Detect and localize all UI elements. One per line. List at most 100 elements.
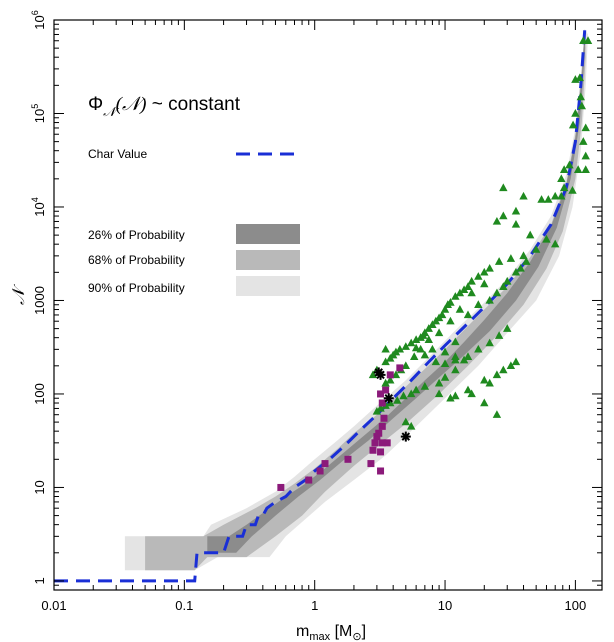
triangle-point: [531, 245, 541, 253]
triangle-point: [583, 36, 593, 44]
triangle-point: [381, 378, 390, 387]
triangle-point: [446, 316, 455, 325]
triangle-point: [467, 276, 476, 285]
triangle-point: [386, 398, 395, 407]
triangle-point: [372, 406, 382, 415]
triangle-point: [440, 359, 450, 368]
svg-text:Φ𝒩(𝒩) ~ constant: Φ𝒩(𝒩) ~ constant: [88, 94, 241, 119]
triangle-point: [568, 120, 578, 129]
triangle-point: [581, 151, 590, 160]
triangle-point: [492, 370, 502, 379]
char-value-curve: [54, 28, 587, 583]
triangle-point: [511, 267, 521, 276]
y-tick-label: 106: [30, 10, 47, 29]
y-tick-label: 10: [32, 480, 47, 494]
triangle-point: [537, 195, 546, 203]
triangle-point: [376, 403, 385, 412]
square-point: [371, 439, 379, 447]
y-tick-label: 104: [30, 197, 47, 216]
triangle-point: [428, 344, 437, 353]
triangle-point: [407, 421, 416, 430]
triangle-point: [551, 191, 560, 200]
square-point: [378, 439, 386, 447]
triangle-point: [499, 183, 508, 192]
triangle-point: [434, 328, 444, 337]
phi-annotation: Φ𝒩(𝒩) ~ constant: [88, 94, 241, 119]
triangle-point: [519, 251, 528, 260]
star-point: [375, 369, 386, 380]
triangle-point: [431, 316, 441, 325]
x-tick-label: 0.01: [41, 598, 66, 613]
triangle-point: [411, 335, 421, 343]
triangle-point: [480, 267, 489, 276]
triangle-point: [542, 234, 551, 243]
band-68-area: [145, 29, 586, 571]
x-tick-label: 10: [438, 598, 452, 613]
triangle-point: [494, 257, 504, 265]
triangle-point: [474, 300, 483, 308]
square-point: [383, 439, 391, 447]
triangle-point: [494, 331, 504, 339]
square-point: [277, 483, 285, 491]
x-tick-label: 1: [311, 598, 318, 613]
phi-symbol: Φ: [88, 94, 103, 115]
triangle-point: [492, 288, 502, 297]
triangle-point: [411, 343, 421, 352]
triangle-point: [492, 410, 502, 418]
triangle-point: [455, 305, 465, 313]
triangle-point: [386, 353, 395, 362]
triangle-point: [480, 279, 489, 288]
square-point: [369, 446, 377, 454]
triangle-point: [492, 216, 502, 225]
triangle-point: [576, 92, 585, 101]
square-point: [378, 399, 386, 407]
triangle-point: [391, 370, 401, 379]
triangle-point: [395, 344, 405, 353]
triangle-point: [386, 375, 395, 384]
square-point: [386, 371, 394, 379]
phi-rest: ~ constant: [147, 94, 241, 115]
star-point: [400, 431, 411, 442]
triangle-point: [455, 288, 465, 297]
triangle-point: [511, 206, 521, 215]
y-tick-label: 105: [30, 104, 47, 123]
triangle-point: [474, 344, 483, 353]
square-point: [367, 460, 375, 468]
triangle-point: [522, 257, 531, 265]
y-tick-label: 1000: [32, 286, 47, 315]
triangle-point: [451, 355, 460, 364]
square-point: [377, 448, 385, 456]
x-tick-label: 0.1: [175, 598, 193, 613]
triangle-point: [463, 385, 473, 394]
square-point: [396, 364, 404, 372]
square-point: [375, 429, 383, 437]
y-tick-label: 1: [32, 577, 47, 584]
triangle-point: [416, 333, 425, 341]
triangle-point: [485, 295, 494, 304]
triangle-point: [581, 123, 590, 132]
triangle-point: [434, 389, 444, 398]
triangle-point: [557, 174, 566, 183]
legend-band-26-label: 26% of Probability: [88, 228, 185, 242]
phi-argument: (𝒩): [116, 94, 147, 115]
triangle-point: [401, 361, 411, 370]
legend-band-90-label: 90% of Probability: [88, 281, 185, 295]
triangle-point: [381, 344, 390, 353]
triangle-point: [503, 324, 512, 332]
triangle-point: [431, 357, 441, 366]
triangle-point: [499, 282, 508, 291]
triangle-point: [368, 370, 378, 379]
triangle-point: [559, 183, 569, 192]
square-point: [377, 467, 385, 475]
triangle-point: [451, 337, 460, 346]
triangle-point: [424, 335, 433, 343]
triangle-point: [451, 391, 460, 400]
triangle-point: [568, 186, 577, 194]
triangle-point: [557, 191, 566, 200]
triangle-point: [393, 396, 402, 404]
triangle-point: [577, 101, 587, 110]
legend-char-value-label: Char Value: [88, 147, 147, 161]
triangle-point: [443, 300, 453, 308]
triangle-point: [428, 320, 437, 328]
